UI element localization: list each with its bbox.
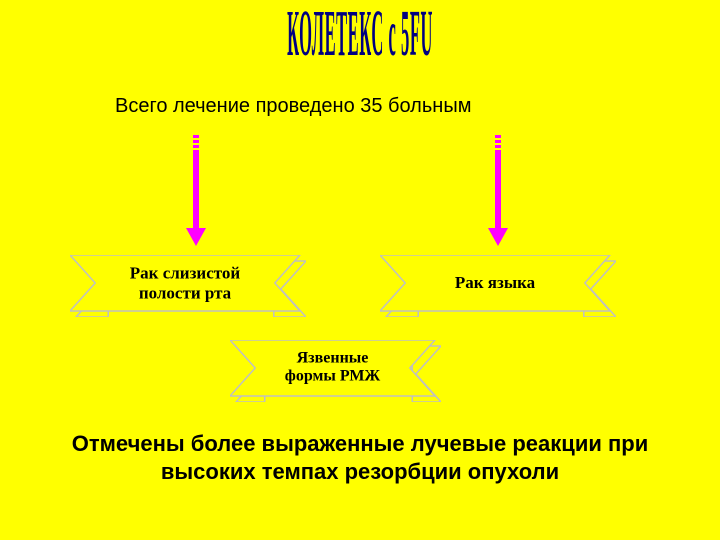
banner-0: Рак слизистойполости рта: [70, 255, 300, 311]
banner-text-1: Рак языка: [455, 273, 535, 293]
banner-2: Язвенныеформы РМЖ: [230, 340, 435, 396]
page-title: КОЛЕТЕКС с 5FU: [287, 0, 433, 72]
subtitle: Всего лечение проведено 35 больным: [115, 95, 471, 118]
banner-text-0: Рак слизистойполости рта: [130, 263, 240, 302]
conclusion: Отмечены более выраженные лучевые реакци…: [40, 430, 680, 485]
arrow-1: [488, 135, 508, 246]
arrow-0: [186, 135, 206, 246]
banner-text-2: Язвенныеформы РМЖ: [285, 350, 381, 387]
conclusion-line-1: Отмечены более выраженные лучевые реакци…: [72, 431, 648, 456]
banner-1: Рак языка: [380, 255, 610, 311]
conclusion-line-2: высоких темпах резорбции опухоли: [161, 459, 559, 484]
